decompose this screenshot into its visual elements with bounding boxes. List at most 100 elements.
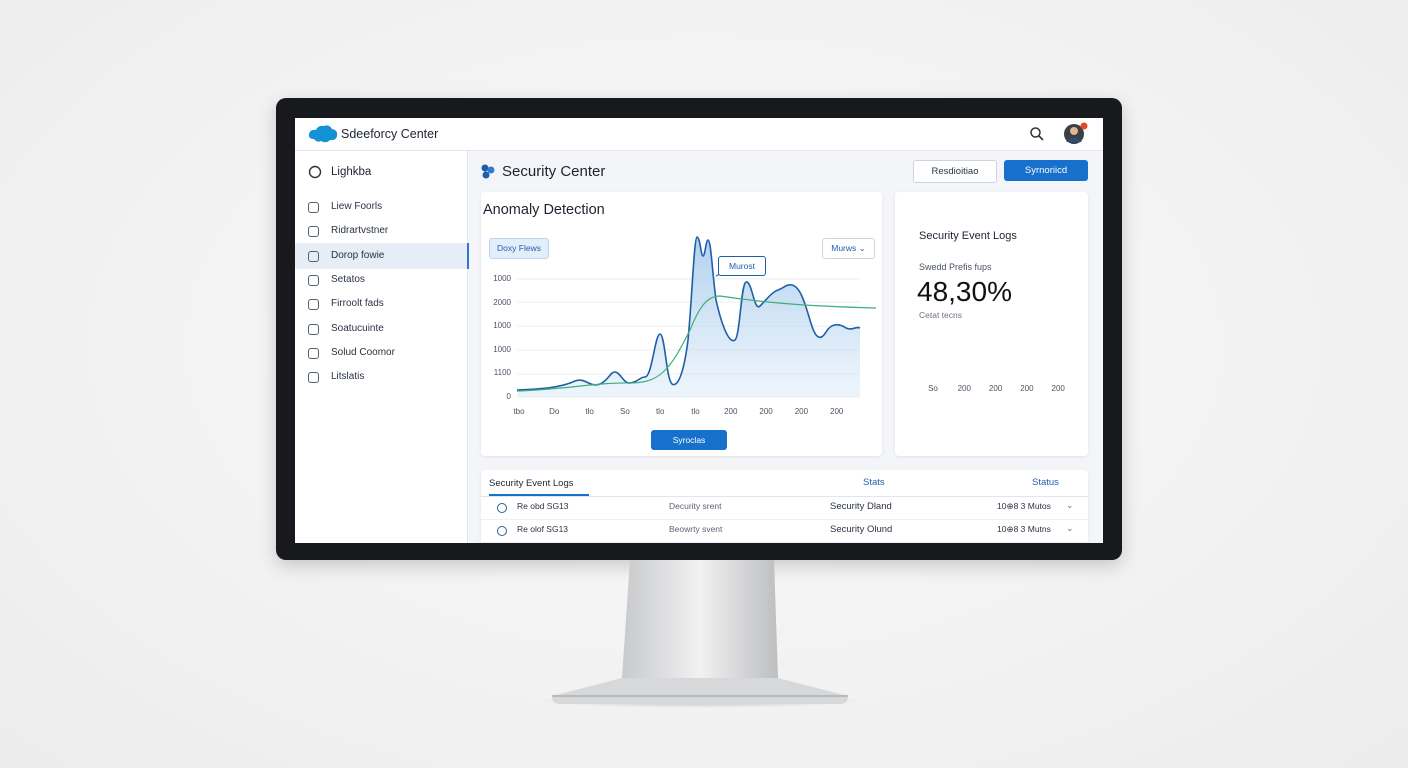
cell: Security Dland — [830, 501, 892, 512]
x-label: tlo — [691, 407, 700, 416]
x-label: 200 — [724, 407, 738, 416]
item-icon — [308, 202, 319, 213]
cell: Re olof SG13 — [517, 524, 569, 534]
top-bar: Sdeeforcy Center — [295, 118, 1103, 151]
chip-label: Doxy Flews — [497, 243, 541, 253]
x-label: Do — [549, 407, 560, 416]
item-icon — [308, 347, 319, 359]
y-label: 1100 — [493, 368, 511, 378]
sidebar-item[interactable]: Solud Coomor — [295, 340, 467, 366]
cell: Decurity srent — [669, 501, 722, 511]
x-label: 200 — [830, 407, 844, 416]
card-subtitle: Swedd Prefis fups — [919, 262, 992, 272]
sidebar-item[interactable]: Firroolt fads — [295, 291, 467, 317]
sidebar-item[interactable]: Liew Foorls — [295, 194, 467, 220]
sidebar-item[interactable]: Dorop fowie — [295, 242, 469, 269]
y-label: 2000 — [493, 297, 511, 307]
item-label: Soatucuinte — [331, 322, 384, 334]
item-icon — [308, 372, 319, 384]
item-label: Liew Foorls — [331, 201, 383, 212]
area-fill — [517, 237, 860, 397]
x-label: tlo — [585, 407, 594, 416]
avatar[interactable] — [1063, 122, 1089, 146]
card-title: Security Event Logs — [919, 230, 1017, 242]
x-label: So — [928, 384, 938, 393]
cell: 10⊕8 3 Mutos — [997, 501, 1051, 511]
shield-icon — [481, 164, 495, 179]
sidebar-item[interactable]: Setatos — [295, 267, 467, 293]
x-label: So — [619, 407, 630, 416]
anomaly-card — [481, 192, 882, 456]
item-icon — [308, 250, 319, 262]
table-title: Security Event Logs — [489, 478, 574, 489]
cell: 10⊕8 3 Mutns — [997, 524, 1051, 534]
item-icon — [308, 226, 319, 238]
logs-button[interactable]: Syroclas — [651, 430, 727, 450]
item-label: Litslatis — [331, 371, 365, 383]
primary-button[interactable]: Syrnoriicd — [1004, 160, 1088, 181]
filter-chip[interactable]: Doxy Flews — [489, 238, 549, 259]
sidebar-item[interactable]: Litslatis — [295, 364, 467, 390]
tooltip-label: Murost — [729, 261, 755, 271]
row-icon — [497, 526, 507, 536]
item-label: Firroolt fads — [331, 298, 384, 310]
sidebar-heading: Lighkba — [331, 166, 372, 178]
cell: Security Olund — [830, 524, 893, 535]
y-label: 1000 — [493, 344, 511, 354]
cell: Re obd SG13 — [517, 501, 569, 511]
x-label: tlo — [655, 407, 665, 416]
item-label: Ridrartvstner — [331, 225, 389, 237]
row-divider — [481, 542, 1088, 543]
button-label: Resdioitiao — [931, 166, 979, 177]
item-icon — [308, 299, 319, 311]
row-divider — [481, 519, 1088, 520]
x-label: tbo — [513, 407, 525, 416]
secondary-button[interactable]: Resdioitiao — [913, 160, 997, 183]
dropdown[interactable]: Murws ⌄ — [822, 238, 875, 259]
tooltip: Murost — [718, 256, 766, 276]
table-divider — [481, 496, 1088, 497]
logo — [308, 125, 338, 143]
x-label: 200 — [794, 407, 809, 416]
y-label: 1000 — [493, 274, 511, 283]
row-chevron[interactable]: ⌄ — [1066, 523, 1074, 533]
metric-caption: Cetat tecns — [919, 310, 962, 320]
item-icon — [308, 323, 319, 335]
item-label: Solud Coomor — [331, 346, 395, 358]
sidebar-item[interactable]: Ridrartvstner — [295, 218, 467, 244]
dropdown-label: Murws — [831, 243, 857, 253]
page-title: Security Center — [502, 163, 606, 180]
button-label: Syroclas — [672, 435, 706, 445]
screen: Sdeeforcy Center Lighkba Liew Foorls Ridr… — [295, 118, 1103, 543]
x-label: 200 — [1020, 384, 1034, 393]
x-label: 200 — [957, 384, 971, 393]
cell: Beowrty svent — [669, 524, 723, 534]
sidebar: Lighkba Liew Foorls Ridrartvstner Dorop fo… — [295, 151, 469, 543]
heading-icon — [308, 165, 322, 179]
events-card — [895, 192, 1088, 456]
item-label: Dorop fowie — [331, 249, 385, 261]
button-label: Syrnoriicd — [1024, 165, 1068, 176]
row-icon — [497, 503, 507, 513]
x-label: 200 — [1051, 384, 1065, 393]
x-label: 200 — [759, 407, 773, 416]
sidebar-item[interactable]: Soatucuinte — [295, 316, 467, 342]
card-title: Anomaly Detection — [483, 202, 605, 218]
trend-line — [516, 295, 877, 392]
app-title: Sdeeforcy Center — [341, 127, 439, 141]
item-icon — [308, 274, 319, 286]
x-label: 200 — [988, 384, 1003, 393]
anomaly-line — [516, 236, 861, 391]
y-label: 1000 — [493, 321, 511, 331]
tab-underline — [489, 494, 589, 496]
y-label: 0 — [506, 392, 511, 401]
row-chevron[interactable]: ⌄ — [1066, 500, 1074, 510]
column-header[interactable]: Stats — [863, 477, 885, 488]
item-label: Setatos — [331, 273, 365, 285]
search-icon[interactable] — [1029, 126, 1045, 142]
metric-value: 48,30% — [917, 276, 1012, 307]
monitor-stand — [540, 560, 860, 708]
column-header[interactable]: Status — [1032, 477, 1059, 488]
event-table — [481, 470, 1088, 543]
